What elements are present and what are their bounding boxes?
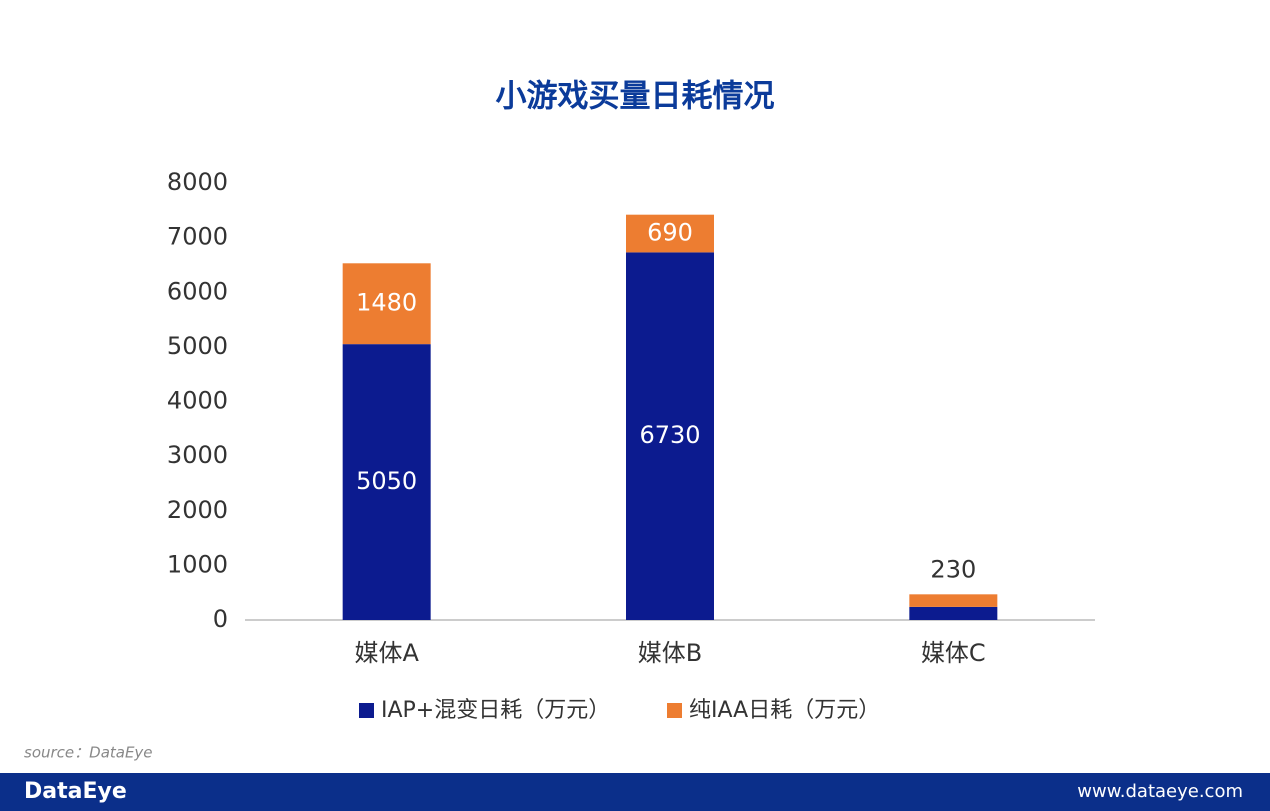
legend-label: 纯IAA日耗（万元）	[689, 698, 880, 723]
bar-segment	[909, 606, 998, 620]
chart-title: 小游戏买量日耗情况	[496, 79, 775, 115]
bar-segment	[342, 263, 431, 345]
x-tick-label: 媒体C	[921, 639, 986, 667]
footer-bar	[0, 773, 1270, 811]
y-tick-label: 6000	[167, 277, 228, 305]
legend-label: IAP+混变日耗（万元）	[381, 698, 610, 723]
y-tick-label: 5000	[167, 332, 228, 360]
x-tick-label: 媒体A	[354, 639, 419, 667]
bar-segment	[626, 214, 714, 253]
y-tick-label: 8000	[167, 168, 228, 196]
footer-url: www.dataeye.com	[1077, 781, 1243, 802]
x-tick-label: 媒体B	[638, 639, 702, 667]
y-tick-label: 0	[213, 605, 228, 633]
bar-segment	[342, 344, 431, 620]
data-label: 5050	[356, 467, 417, 495]
legend-swatch	[359, 703, 374, 718]
y-tick-label: 2000	[167, 496, 228, 524]
y-tick-label: 4000	[167, 387, 228, 415]
bar-segment	[626, 252, 714, 620]
y-tick-label: 3000	[167, 441, 228, 469]
bar-segment	[909, 594, 998, 607]
data-label: 1480	[356, 289, 417, 317]
data-label: 690	[647, 219, 693, 247]
legend-swatch	[667, 703, 682, 718]
y-tick-label: 7000	[167, 223, 228, 251]
footer-logo: DataEye	[24, 779, 127, 804]
data-label: 6730	[639, 421, 700, 449]
source: source：DataEye	[24, 744, 153, 762]
data-label: 230	[930, 555, 976, 583]
y-tick-label: 1000	[167, 550, 228, 578]
